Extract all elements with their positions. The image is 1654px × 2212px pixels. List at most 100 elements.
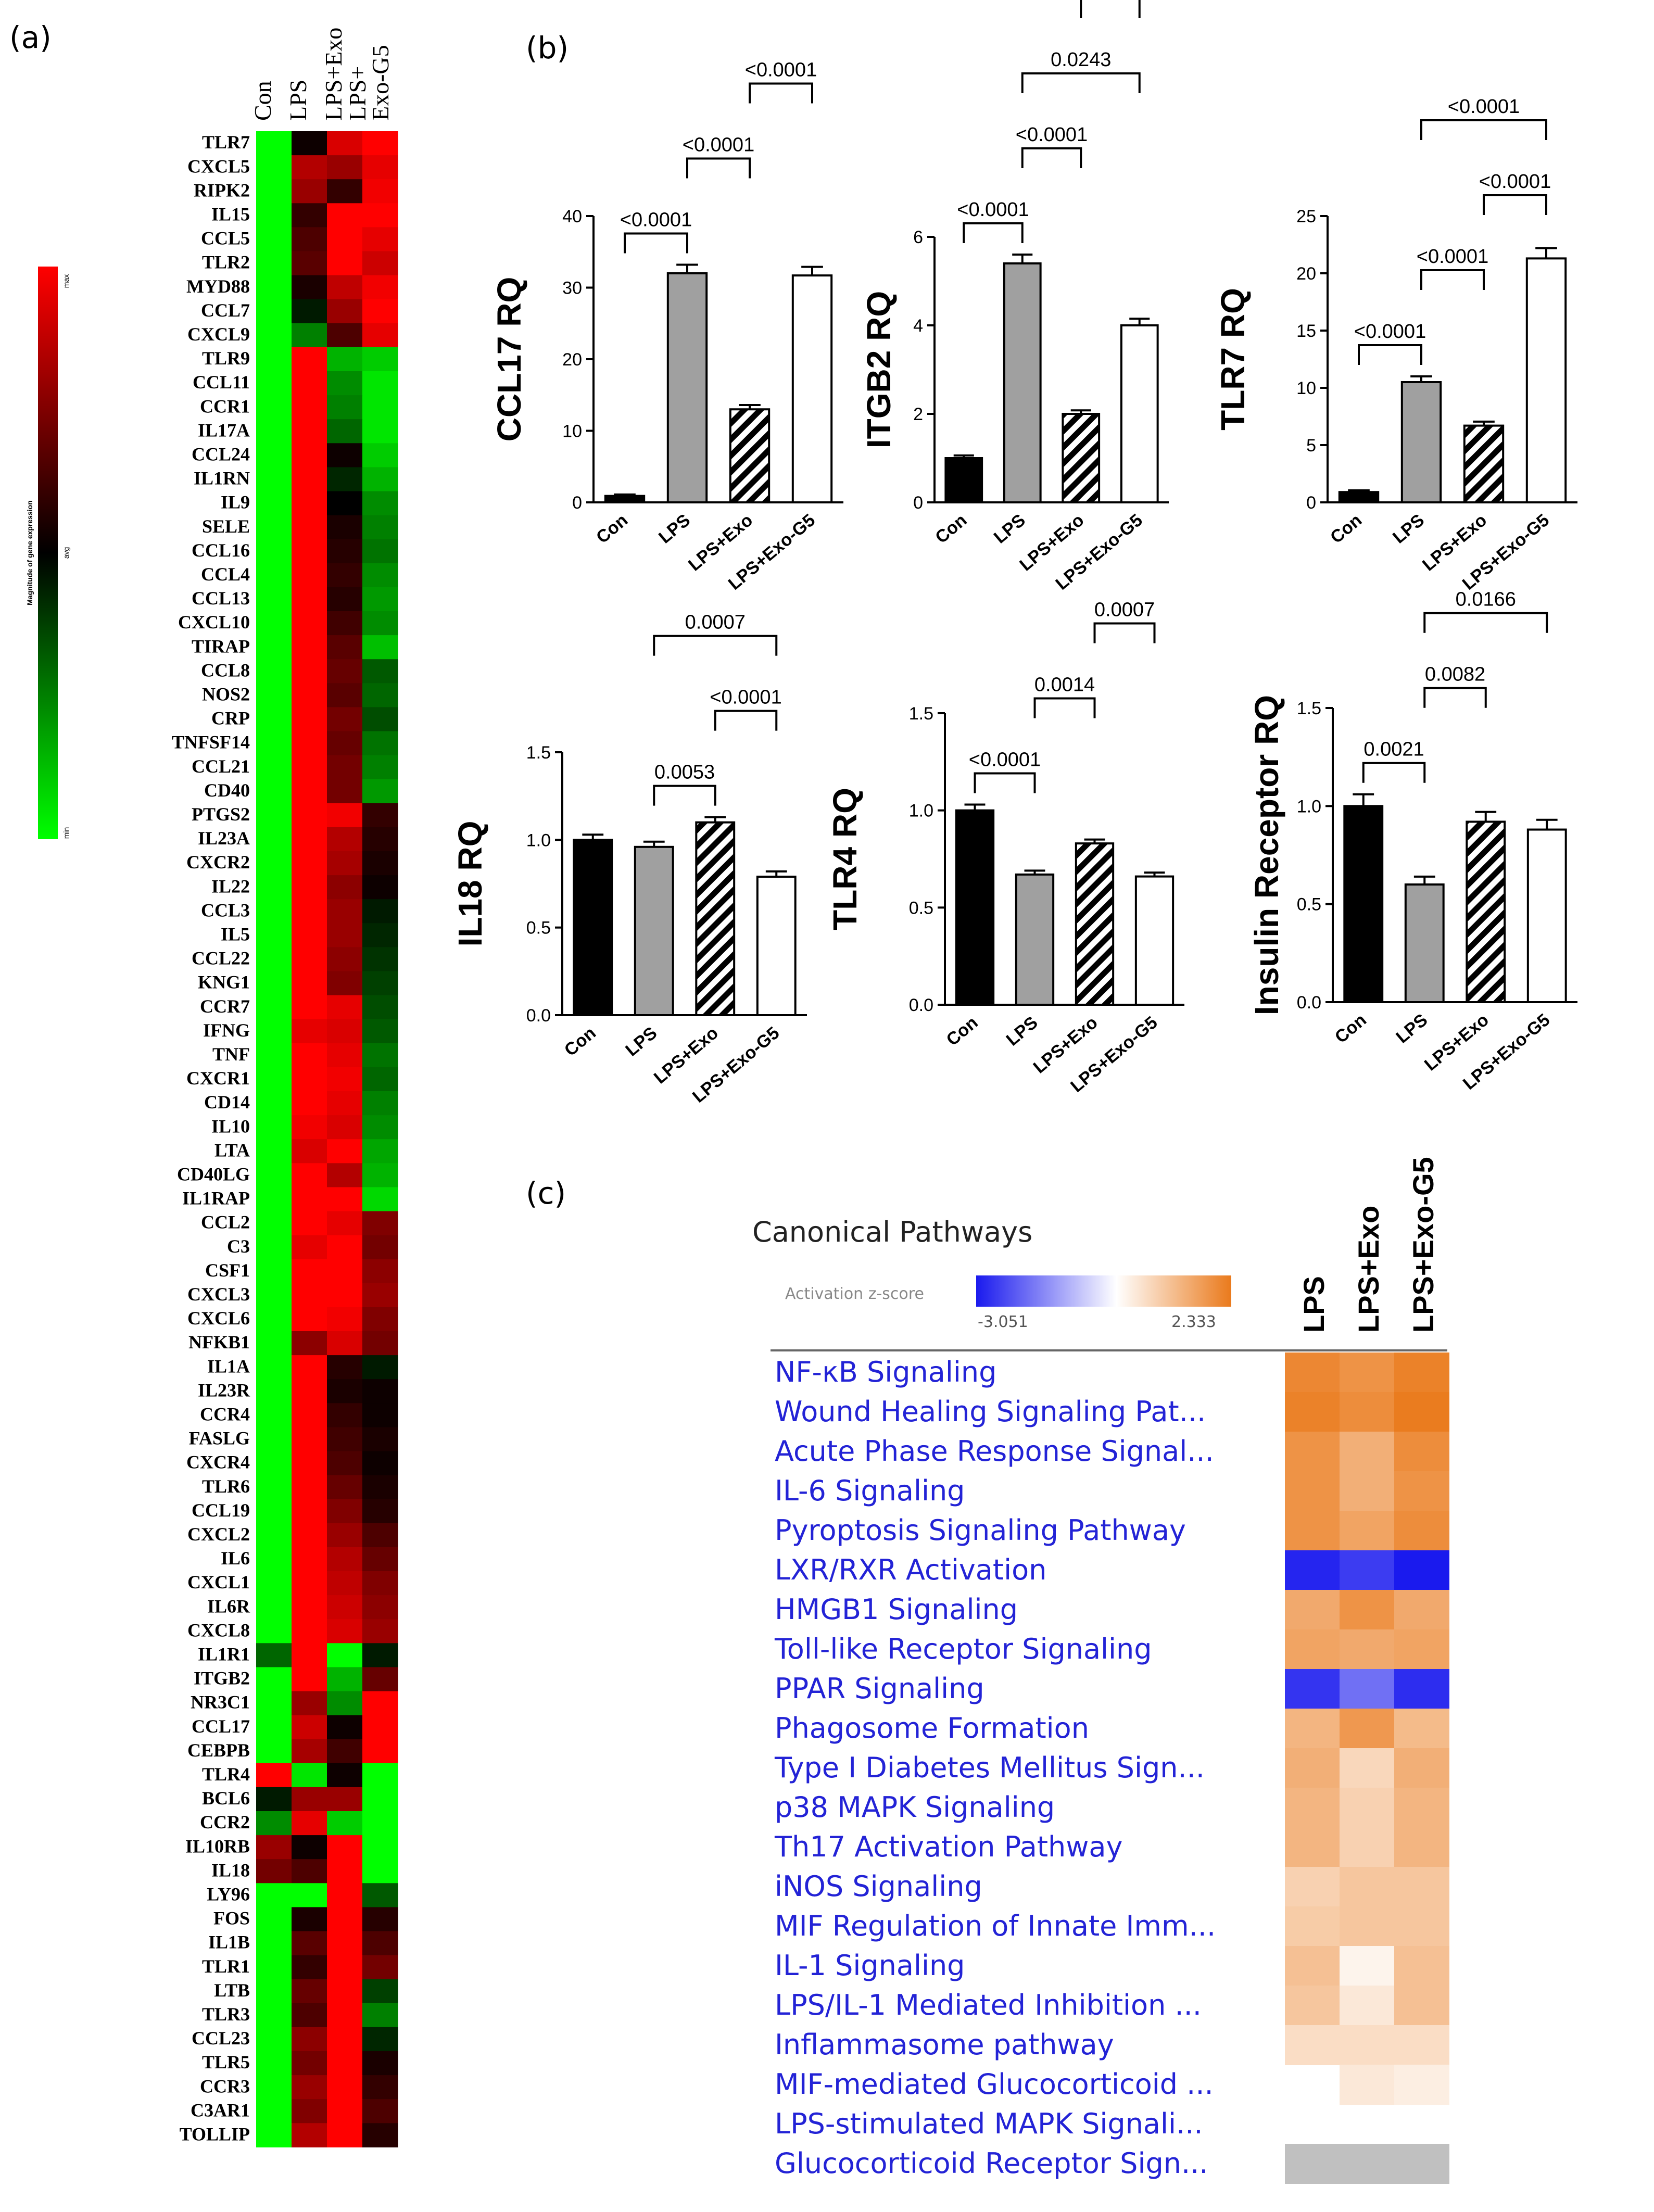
heatmap-cell — [362, 2051, 398, 2076]
heatmap-cell — [292, 611, 327, 636]
heatmap-cell — [327, 1571, 363, 1596]
p-value-label: <0.0001 — [683, 134, 754, 156]
heatmap-cell — [256, 803, 292, 828]
y-axis-label: TLR4 RQ — [826, 788, 864, 930]
heatmap-cell — [327, 1739, 363, 1764]
heatmap-cell — [362, 179, 398, 204]
heatmap-cell — [327, 227, 363, 251]
pathway-cell — [1340, 1550, 1395, 1590]
heatmap-cell — [327, 1379, 363, 1404]
heatmap-cell — [292, 539, 327, 564]
p-value-label: 0.0021 — [1363, 739, 1424, 761]
pathway-label: Th17 Activation Pathway — [775, 1830, 1123, 1863]
heatmap-cell — [327, 371, 363, 396]
heatmap-cell — [256, 875, 292, 900]
y-axis-label: CCL17 RQ — [490, 277, 528, 442]
pathway-cell — [1394, 2025, 1449, 2065]
significance-bracket — [1423, 687, 1487, 708]
gene-label-fos: FOS — [213, 1908, 250, 1929]
gene-label-ccr3: CCR3 — [200, 2076, 250, 2096]
heatmap-cell — [292, 2051, 327, 2076]
heatmap-cell — [292, 419, 327, 444]
y-tick-label: 0.0 — [909, 995, 933, 1015]
gene-label-ccl2: CCL2 — [201, 1212, 250, 1233]
y-tick-label: 2 — [913, 405, 923, 424]
heatmap-cell — [327, 179, 363, 204]
heatmap-cell — [362, 1379, 398, 1404]
heatmap-cell — [292, 1427, 327, 1451]
x-tick-label: Con — [592, 510, 632, 548]
heatmap-cell — [327, 779, 363, 804]
gene-label-tlr2: TLR2 — [202, 252, 250, 273]
heatmap-cell — [327, 1091, 363, 1116]
heatmap-cell — [362, 803, 398, 828]
heatmap-cell — [292, 179, 327, 204]
gene-label-ptgs2: PTGS2 — [192, 804, 250, 825]
heatmap-cell — [327, 635, 363, 660]
heatmap-cell — [256, 2075, 292, 2100]
heatmap-cell — [256, 1115, 292, 1140]
heatmap-cell — [256, 227, 292, 251]
heatmap-cell — [362, 1067, 398, 1092]
gene-label-cxcl6: CXCL6 — [187, 1308, 250, 1329]
heatmap-cell — [256, 1307, 292, 1332]
heatmap-cell — [292, 1619, 327, 1644]
significance-bracket — [1362, 762, 1426, 783]
heatmap-cell — [327, 395, 363, 420]
heatmap-cell — [362, 707, 398, 731]
pathway-cell — [1285, 1906, 1340, 1946]
pathway-cell — [1285, 1709, 1340, 1749]
heatmap-cell — [256, 1331, 292, 1356]
heatmap-cell — [327, 1883, 363, 1907]
heatmap-cell — [327, 539, 363, 564]
heatmap-cell — [256, 1739, 292, 1764]
x-tick-label: LPS — [990, 510, 1029, 548]
heatmap-cell — [256, 1259, 292, 1284]
heatmap-cell — [362, 1835, 398, 1860]
significance-bracket — [714, 710, 778, 731]
heatmap-cell — [256, 851, 292, 876]
gene-label-il6r: IL6R — [207, 1596, 250, 1616]
heatmap-column-label: LPS+ — [344, 66, 371, 121]
heatmap-cell — [362, 515, 398, 540]
pathway-cell — [1394, 1709, 1449, 1749]
gene-label-ccl13: CCL13 — [192, 588, 250, 609]
heatmap-cell — [256, 2003, 292, 2028]
heatmap-cell — [327, 1115, 363, 1140]
x-tick-label: LPS — [1389, 510, 1428, 548]
heatmap-cell — [292, 2003, 327, 2028]
pathway-label: NF-κB Signaling — [775, 1356, 997, 1388]
y-tick-label: 1.0 — [1297, 797, 1321, 816]
gene-label-il5: IL5 — [221, 924, 250, 944]
legend-avg-label: avg — [62, 547, 70, 559]
heatmap-cell — [292, 827, 327, 852]
heatmap-cell — [256, 1019, 292, 1044]
heatmap-cell — [256, 1667, 292, 1691]
heatmap-cell — [362, 1091, 398, 1116]
heatmap-cell — [256, 467, 292, 491]
gene-label-tnfsf14: TNFSF14 — [172, 732, 250, 753]
gene-label-il17a: IL17A — [198, 420, 250, 440]
gene-label-il1rn: IL1RN — [194, 468, 250, 489]
heatmap-cell — [362, 611, 398, 636]
heatmap-cell — [362, 1307, 398, 1332]
gene-label-il9: IL9 — [221, 492, 250, 513]
bar-lps-exo — [1062, 413, 1101, 503]
heatmap-cell — [292, 1643, 327, 1667]
heatmap-cell — [327, 1283, 363, 1308]
pathway-label: LPS/IL-1 Mediated Inhibition ... — [775, 1989, 1202, 2021]
heatmap-cell — [256, 1067, 292, 1092]
gene-label-il18: IL18 — [211, 1860, 250, 1880]
heatmap-cell — [256, 203, 292, 227]
heatmap-cell — [327, 587, 363, 612]
heatmap-cell — [292, 1667, 327, 1691]
heatmap-cell — [327, 1667, 363, 1691]
heatmap-cell — [292, 467, 327, 491]
heatmap-cell — [327, 851, 363, 876]
heatmap-cell — [327, 1859, 363, 1884]
pathway-cell — [1285, 1550, 1340, 1590]
heatmap-cell — [292, 1883, 327, 1907]
heatmap-cell — [327, 2027, 363, 2052]
bar-lps — [666, 272, 708, 503]
